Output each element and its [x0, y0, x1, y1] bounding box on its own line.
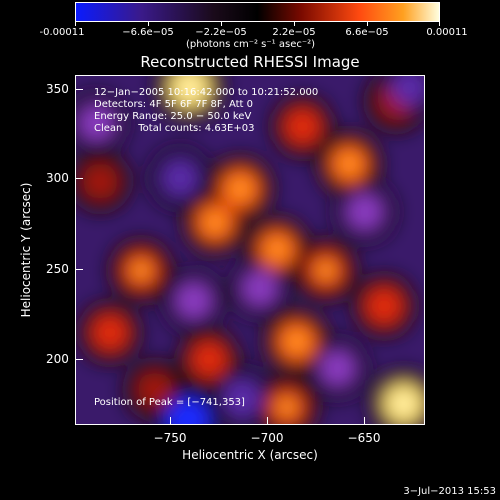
heatmap-negative-blob: [222, 378, 262, 418]
heatmap-negative-blob: [241, 270, 278, 307]
heatmap-positive-blob: [190, 340, 228, 379]
heatmap-negative-blob: [78, 104, 115, 141]
heatmap-blob-core: [277, 397, 297, 418]
footer-timestamp: 3−Jul−2013 15:53: [403, 486, 496, 497]
annotation-energy-range: Energy Range: 25.0 − 50.0 keV: [94, 111, 252, 122]
colorbar: [75, 2, 440, 22]
heatmap-positive-blob: [364, 286, 404, 326]
heatmap-blob-core: [205, 212, 225, 233]
x-tick-label: −700: [250, 431, 284, 445]
colorbar-tick-label: 0.00011: [426, 27, 468, 38]
peak-position-label: Position of Peak = [−741,353]: [94, 397, 245, 408]
colorbar-gradient: [75, 2, 440, 22]
colorbar-unit-label: (photons cm⁻² s⁻¹ asec⁻²): [186, 39, 316, 50]
heatmap: [75, 75, 425, 425]
y-tick-label: 300: [46, 171, 69, 185]
colorbar-tick-label: −2.2e−05: [195, 27, 247, 38]
y-tick-label: 200: [46, 352, 69, 366]
y-tick-label: 250: [46, 262, 69, 276]
x-tick-label: −650: [347, 431, 381, 445]
colorbar-tick-label: 2.2e−05: [272, 27, 316, 38]
heatmap-blob-core: [316, 260, 336, 281]
heatmap-negative-blob: [390, 75, 425, 107]
heatmap-blob-core: [178, 76, 201, 99]
colorbar-tick-label: -0.00011: [39, 27, 85, 38]
annotation-clean-counts: Clean Total counts: 4.63E+03: [94, 123, 255, 134]
heatmap-positive-blob: [283, 107, 322, 146]
x-tick-label: −750: [153, 431, 187, 445]
heatmap-positive-blob: [91, 313, 129, 352]
heatmap-positive-blob: [81, 163, 119, 200]
heatmap-positive-blob: [136, 371, 173, 408]
annotation-detectors: Detectors: 4F 5F 6F 7F 8F, Att 0: [94, 99, 254, 110]
y-tick-label: 350: [46, 82, 69, 96]
heatmap-blob-core: [267, 239, 288, 260]
heatmap-blob-core: [286, 331, 308, 352]
heatmap-negative-blob: [175, 282, 213, 320]
plot-title: Reconstructed RHESSI Image: [140, 53, 360, 71]
heatmap-negative-blob: [166, 398, 210, 425]
heatmap-negative-blob: [319, 350, 356, 387]
heatmap-blob-core: [392, 392, 415, 415]
heatmap-blob-core: [339, 153, 360, 174]
heatmap-negative-blob: [161, 159, 199, 197]
annotation-time-range: 12−Jan−2005 10:16:42.000 to 10:21:52.000: [94, 87, 319, 98]
colorbar-tick-label: 6.6e−05: [345, 27, 389, 38]
y-axis-label: Heliocentric Y (arcsec): [19, 182, 33, 318]
heatmap-negative-blob: [346, 193, 384, 231]
heatmap-blob-core: [229, 178, 251, 200]
heatmap-blob-core: [131, 260, 151, 281]
plot-frame: [75, 75, 425, 425]
colorbar-tick-label: −6.6e−05: [122, 27, 174, 38]
x-axis-label: Heliocentric X (arcsec): [182, 448, 318, 462]
